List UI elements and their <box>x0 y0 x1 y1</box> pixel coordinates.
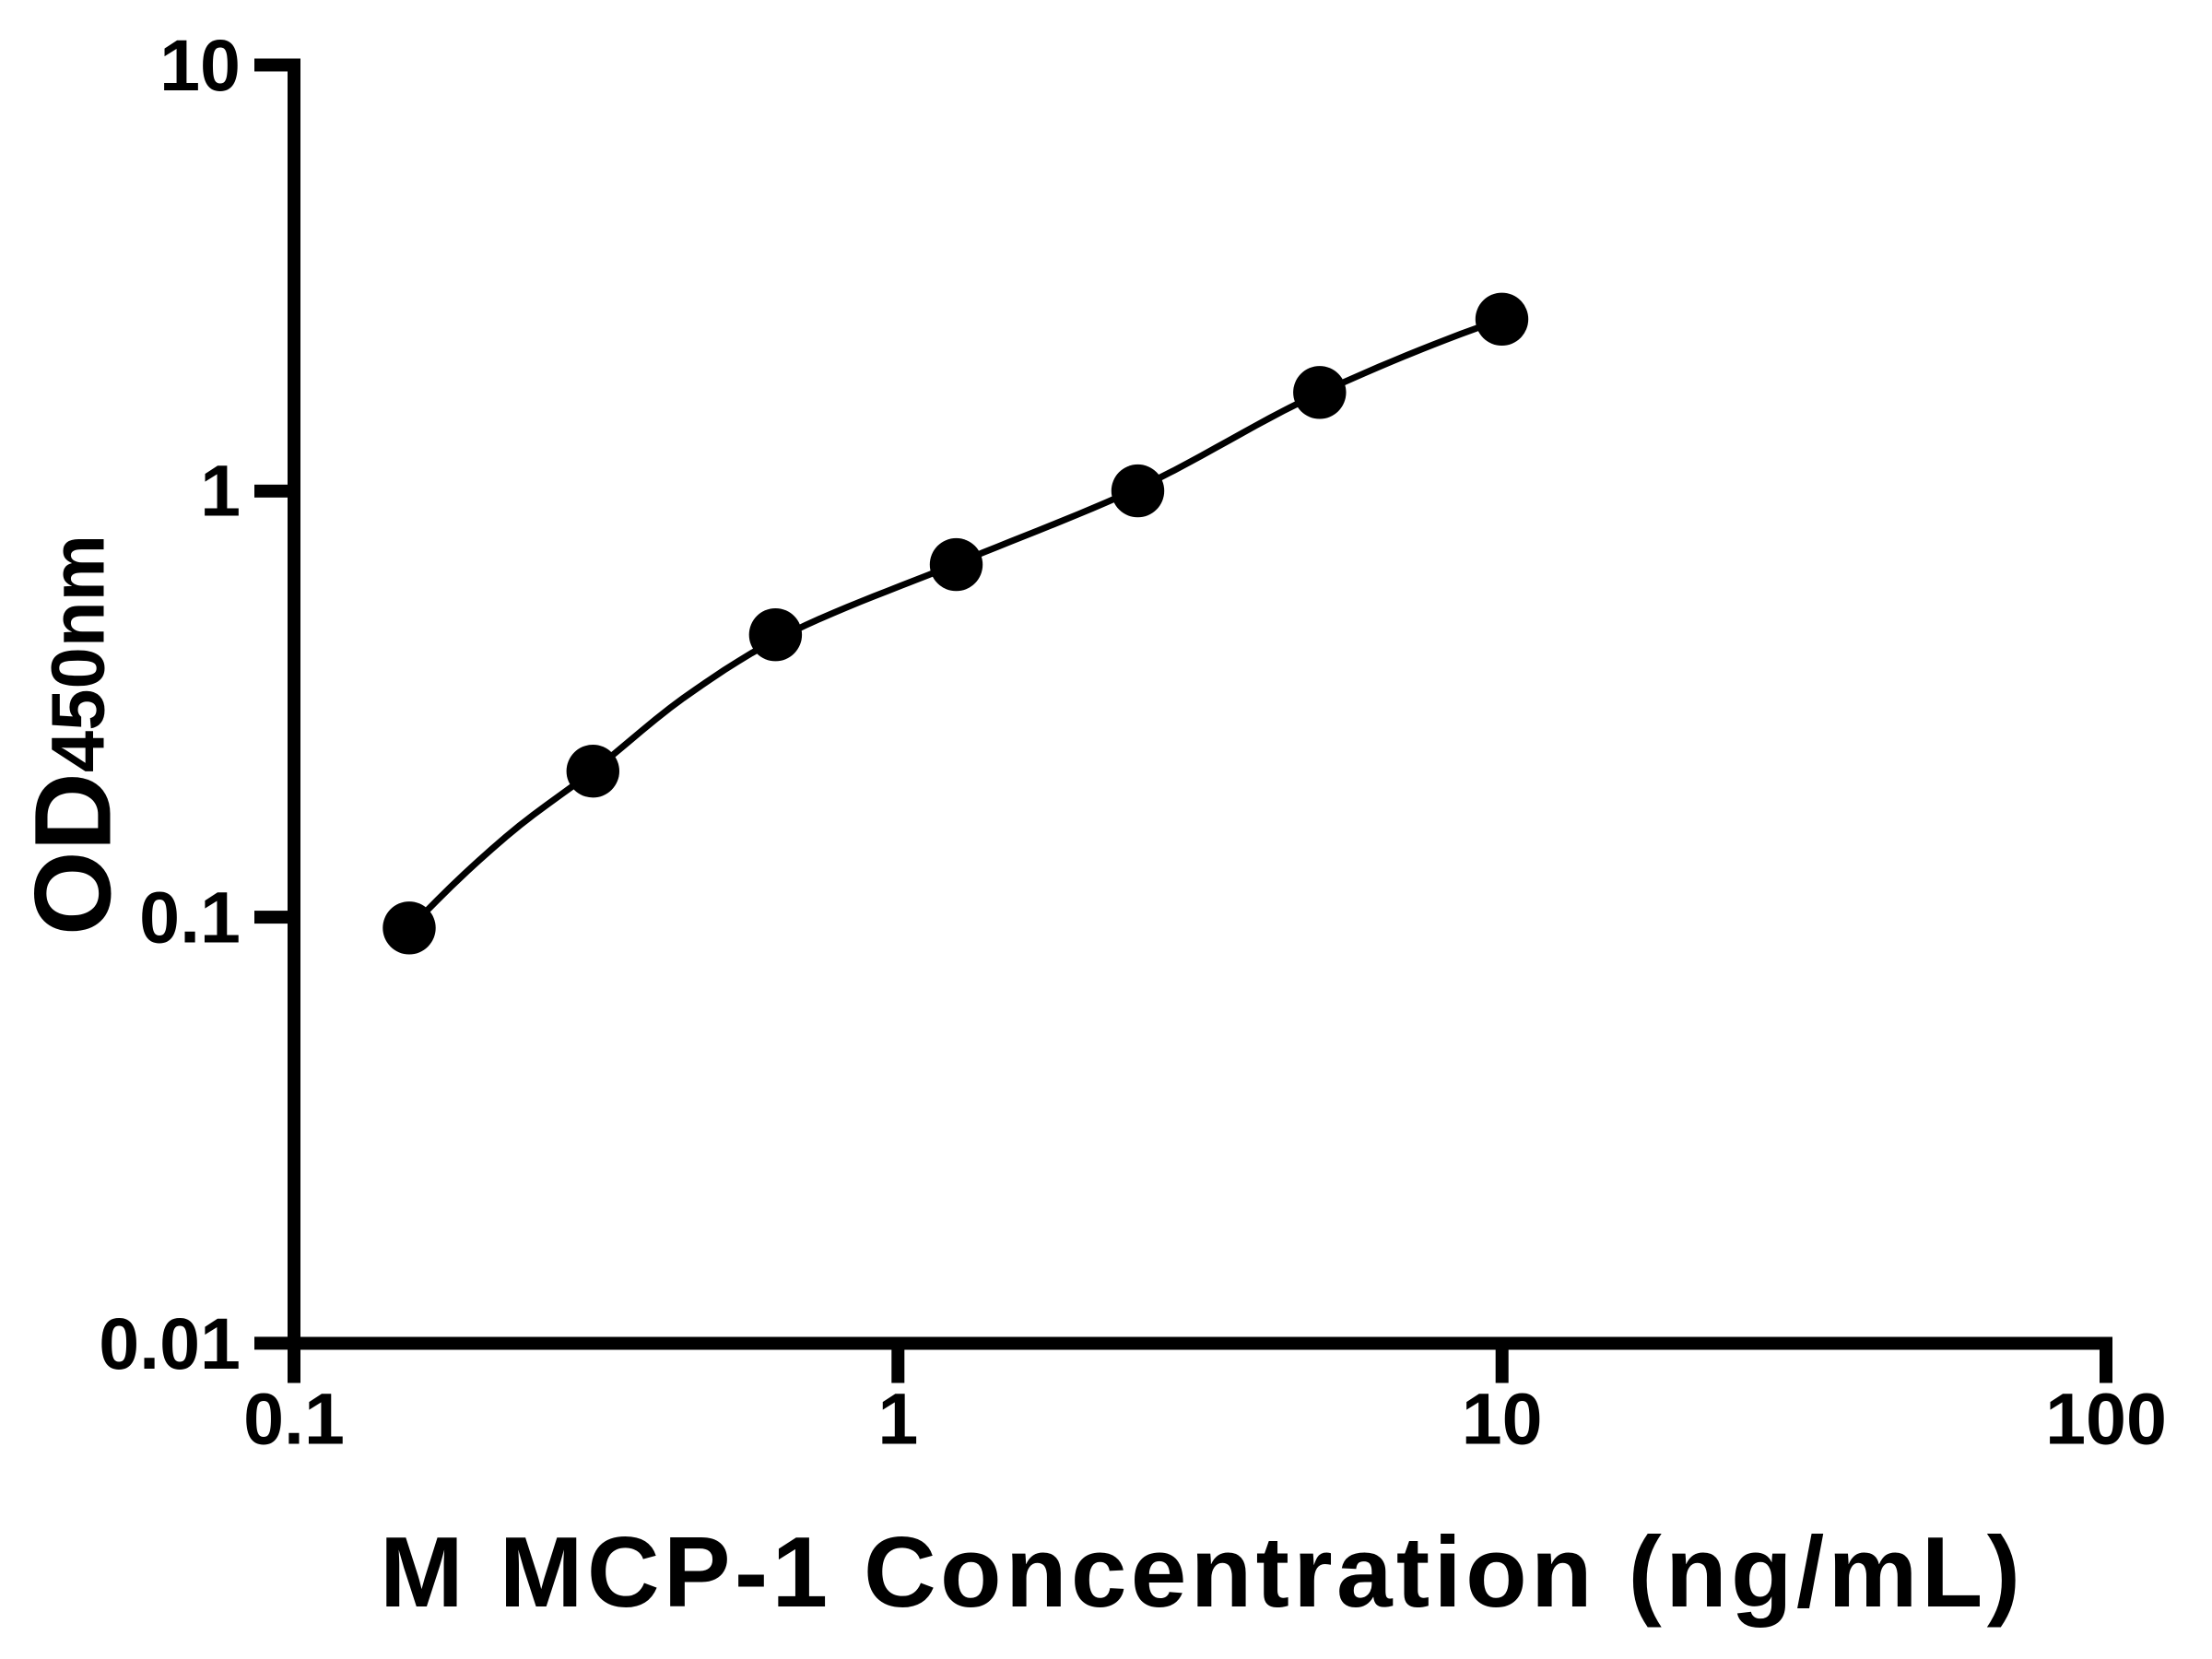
svg-text:1: 1 <box>200 450 241 532</box>
svg-text:100: 100 <box>2045 1378 2167 1460</box>
svg-text:OD450nm: OD450nm <box>12 535 134 935</box>
svg-text:M MCP-1 Concentration (ng/mL): M MCP-1 Concentration (ng/mL) <box>380 1516 2020 1629</box>
svg-text:0.1: 0.1 <box>243 1378 345 1460</box>
svg-text:0.01: 0.01 <box>99 1302 241 1384</box>
svg-text:10: 10 <box>159 24 241 106</box>
svg-text:10: 10 <box>1462 1378 1543 1460</box>
svg-text:1: 1 <box>877 1378 918 1460</box>
svg-text:0.1: 0.1 <box>139 877 241 959</box>
